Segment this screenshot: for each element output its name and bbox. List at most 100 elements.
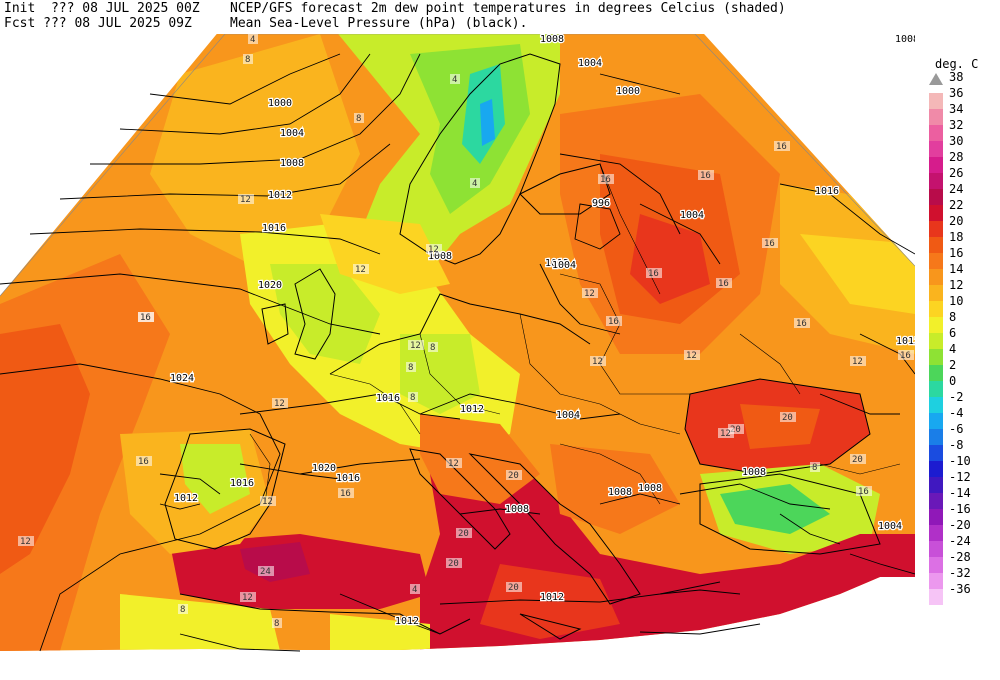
legend-swatch	[929, 253, 943, 269]
dewpoint-label-bg	[450, 74, 460, 84]
legend-swatch	[929, 93, 943, 109]
dewpoint-label-text: 8	[180, 605, 185, 615]
dewpoint-label-text: 8	[812, 463, 817, 473]
dewpoint-label-text: 8	[410, 393, 415, 403]
border-france-germany	[329, 373, 421, 435]
dewpoint-label-text: 20	[730, 425, 741, 435]
isobar-1004-balkans	[519, 403, 621, 420]
legend-swatch	[929, 493, 943, 509]
isobar-1012-iberia	[159, 503, 201, 510]
field-italy-16	[420, 414, 540, 504]
legend-swatch	[929, 125, 943, 141]
dewpoint-label: 20	[728, 424, 744, 435]
field-atlantic-18	[0, 324, 90, 574]
isobar-label: 1012	[545, 258, 569, 269]
legend-swatch	[929, 205, 943, 221]
dewpoint-label: 12	[238, 194, 254, 205]
dewpoint-label-bg	[598, 174, 614, 184]
dewpoint-label-bg	[238, 194, 254, 204]
color-legend: deg. C 38 36 34 32 30 28 26 24 22 20 18 16 14 12 10 8 6 4…	[925, 55, 1000, 615]
dewpoint-label: 12	[408, 340, 424, 351]
dewpoint-label-bg	[136, 456, 152, 466]
isobar-label: 1012	[268, 190, 292, 201]
dewpoint-label-text: 12	[720, 429, 731, 439]
dewpoint-label-text: 16	[340, 489, 351, 499]
dewpoint-label: 12	[18, 536, 34, 547]
border-spain-portugal	[249, 433, 271, 505]
legend-label: 30	[949, 134, 963, 148]
dewpoint-label: 12	[260, 496, 276, 507]
isobar-1016-med-west	[299, 458, 421, 475]
field-turkey-2	[720, 484, 830, 534]
legend-label: -36	[949, 582, 971, 596]
dewpoint-label: 16	[646, 268, 662, 279]
isobar-1012-africa	[339, 593, 441, 635]
dewpoint-label: 16	[136, 456, 152, 467]
legend-swatch	[929, 269, 943, 285]
dewpoint-label-text: 4	[452, 75, 457, 85]
border-russia-south	[739, 333, 801, 395]
dewpoint-label: 20	[506, 582, 522, 593]
coast-balkans	[468, 453, 641, 605]
isobar-label: 1024	[170, 373, 194, 384]
chart-header: Init ??? 08 JUL 2025 00Z NCEP/GFS foreca…	[0, 0, 1000, 34]
dewpoint-label: 12	[272, 398, 288, 409]
isobar-label: 1008	[608, 487, 632, 498]
isobar-label: 996	[592, 198, 610, 209]
isobar-1004-russia	[639, 203, 721, 265]
dewpoint-label-text: 12	[274, 399, 285, 409]
legend-swatch	[929, 349, 943, 365]
dewpoint-label: 16	[138, 312, 154, 323]
border-caucasus	[819, 463, 901, 475]
isobar-label: 1004	[680, 210, 704, 221]
isobar-label: 1004	[878, 521, 902, 532]
legend-label: -2	[949, 390, 963, 404]
dewpoint-label-text: 8	[356, 114, 361, 124]
dewpoint-label-text: 12	[592, 357, 603, 367]
coast-turkey	[699, 473, 881, 555]
legend-label: -10	[949, 454, 971, 468]
isobar-label: 1012	[395, 616, 419, 627]
legend-swatch	[929, 285, 943, 301]
dewpoint-label-text: 12	[262, 497, 273, 507]
isobar-1004-baltic	[539, 263, 621, 335]
legend-label: 0	[949, 374, 956, 388]
product-title: NCEP/GFS forecast 2m dew point temperatu…	[230, 1, 786, 16]
dewpoint-label: 16	[698, 170, 714, 181]
isobar-label: 1008	[540, 34, 564, 45]
dewpoint-label: 24	[258, 566, 274, 577]
coast-iberia	[164, 428, 286, 550]
dewpoint-label-bg	[718, 428, 734, 438]
legend-label: 32	[949, 118, 963, 132]
dewpoint-label-bg	[248, 34, 258, 44]
dewpoint-label: 20	[780, 412, 796, 423]
dewpoint-label-bg	[794, 318, 810, 328]
dewpoint-label: 8	[406, 362, 416, 373]
dewpoint-label: 12	[590, 356, 606, 367]
legend-label: 16	[949, 246, 963, 260]
isobar-label: 1008	[638, 483, 662, 494]
dewpoint-label: 8	[178, 604, 188, 615]
shaded-field	[0, 34, 915, 651]
isobar-label: 1020	[258, 280, 282, 291]
legend-label: -16	[949, 502, 971, 516]
legend-swatch	[929, 477, 943, 493]
dewpoint-label-bg	[850, 454, 866, 464]
dewpoint-label-bg	[354, 113, 364, 123]
field-germany-6	[400, 334, 480, 414]
dewpoint-label-text: 12	[428, 245, 439, 255]
dewpoint-label: 8	[272, 618, 282, 629]
dewpoint-label-bg	[408, 340, 424, 350]
dewpoint-label: 20	[446, 558, 462, 569]
isobar-label: 1004	[552, 260, 576, 271]
coast-north-africa	[179, 593, 471, 635]
dewpoint-label-bg	[338, 488, 354, 498]
dewpoint-label: 20	[456, 528, 472, 539]
isobar-1008-turkey	[679, 483, 831, 510]
dewpoint-label-bg	[456, 528, 472, 538]
coast-north-europe	[329, 293, 591, 375]
border-balkans	[559, 443, 661, 505]
dewpoint-label: 12	[850, 356, 866, 367]
dewpoint-label-text: 4	[250, 35, 255, 45]
legend-arrow-icon	[929, 73, 943, 85]
